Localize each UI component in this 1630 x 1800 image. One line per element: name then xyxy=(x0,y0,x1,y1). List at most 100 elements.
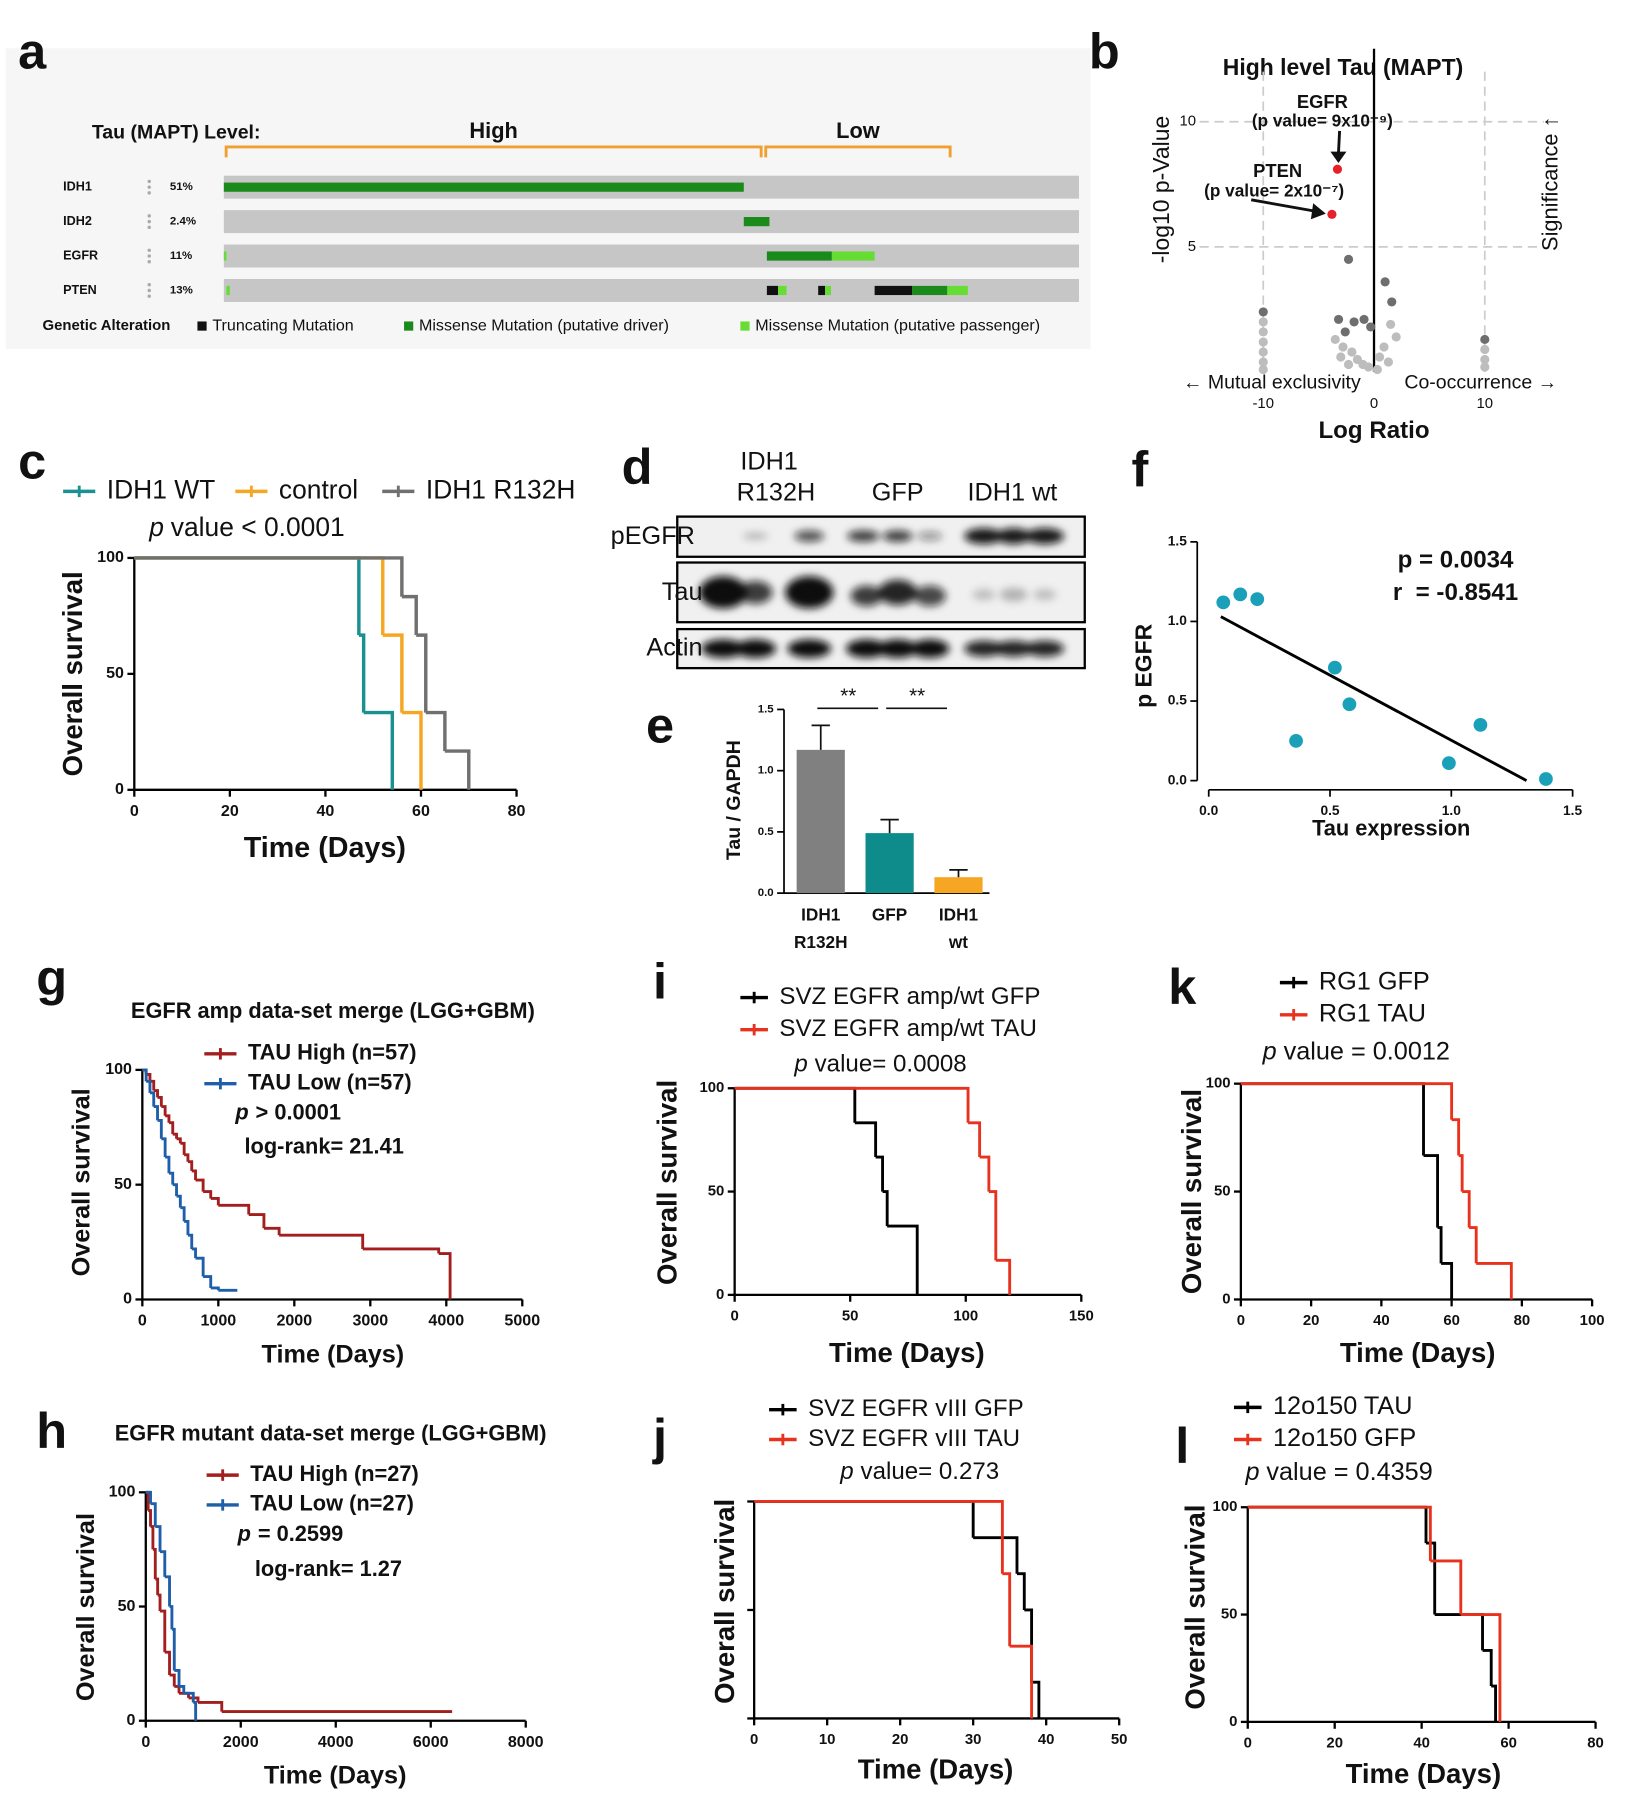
stat-symbol: p xyxy=(1262,1037,1277,1065)
y-tick-label: 5 xyxy=(1188,238,1196,255)
point xyxy=(1374,352,1385,362)
stat-symbol: p xyxy=(234,1099,248,1124)
y-tick-label: 0 xyxy=(1229,1713,1237,1730)
survival-step xyxy=(198,1701,224,1712)
y-tick-label: 10 xyxy=(1180,113,1197,130)
survival-step xyxy=(172,1132,178,1139)
x-tick-label: 1000 xyxy=(200,1312,236,1330)
x-axis-label: Log Ratio xyxy=(1318,417,1429,444)
survival-step xyxy=(887,1224,919,1295)
x-tick-label: 40 xyxy=(1038,1731,1055,1748)
legend-label: TAU Low (n=57) xyxy=(248,1069,412,1094)
legend-label: TAU High (n=57) xyxy=(248,1040,417,1065)
y-tick-label: 0.0 xyxy=(758,887,774,899)
legend-label: SVZ EGFR amp/wt GFP xyxy=(779,983,1040,1010)
survival-step xyxy=(161,1137,167,1158)
stat-text: p > 0.0001 xyxy=(234,1099,341,1124)
annotation: p = 0.0034 xyxy=(1398,547,1514,574)
y-axis-label: -log10 p-Value xyxy=(1148,116,1174,264)
x-tick-label: 5000 xyxy=(504,1312,540,1330)
y-axis-label: Overall survival xyxy=(651,1080,682,1285)
stat-value: = 0.2599 xyxy=(258,1521,343,1546)
x-tick-label: -10 xyxy=(1252,395,1274,412)
panel-letter: k xyxy=(1168,958,1197,1015)
y-axis-label: Overall survival xyxy=(709,1499,740,1704)
survival-step xyxy=(973,1536,1019,1574)
alteration xyxy=(912,285,948,296)
survival-step xyxy=(1031,1680,1041,1719)
row-track xyxy=(223,278,1080,302)
y-tick-label: 100 xyxy=(1213,1498,1238,1515)
row-label: Actin xyxy=(646,633,702,661)
y-axis-label: p EGFR xyxy=(1131,623,1157,708)
point xyxy=(1327,209,1337,219)
survival-step xyxy=(172,1183,178,1197)
survival-step xyxy=(149,1091,156,1107)
alteration xyxy=(743,217,770,227)
y-tick-label: 100 xyxy=(699,1079,724,1096)
x-tick-label: 6000 xyxy=(413,1733,449,1751)
survival-step xyxy=(153,1105,159,1121)
stat-symbol: p xyxy=(839,1458,853,1485)
point xyxy=(1480,344,1490,355)
row-dots xyxy=(147,179,151,184)
alteration xyxy=(831,251,875,261)
x-axis-label: Time (Days) xyxy=(244,832,406,864)
survival-step xyxy=(362,1247,441,1254)
point xyxy=(1347,347,1357,357)
x-axis-label: Time (Days) xyxy=(264,1762,407,1790)
point xyxy=(1258,317,1268,327)
survival-step xyxy=(416,633,428,713)
x-tick-label: 0 xyxy=(1370,395,1378,412)
stat-value: value = 0.0012 xyxy=(1284,1037,1450,1065)
survival-step xyxy=(854,1121,878,1158)
x-tick-label: GFP xyxy=(872,905,907,925)
survival-step xyxy=(248,1213,266,1229)
point xyxy=(1343,359,1354,370)
stat-text: p value= 0.273 xyxy=(839,1458,999,1485)
alteration xyxy=(226,285,230,296)
annotation: (p value= 9x10⁻⁹) xyxy=(1252,110,1393,130)
row-dots xyxy=(147,248,151,253)
survival-step xyxy=(1437,1226,1443,1264)
alteration xyxy=(766,285,778,296)
x-tick-label: 0 xyxy=(1237,1312,1245,1329)
point xyxy=(1338,342,1348,352)
x-tick-label: 2000 xyxy=(276,1312,312,1330)
point xyxy=(1372,364,1382,375)
legend-label: IDH1 WT xyxy=(107,474,216,504)
y-tick-label: 0 xyxy=(716,1286,724,1303)
stat-symbol: p xyxy=(1244,1457,1259,1485)
y-tick-label: 100 xyxy=(109,1483,136,1501)
x-tick-label: 60 xyxy=(412,802,430,820)
group-label: High xyxy=(469,118,517,143)
point xyxy=(1441,756,1456,770)
survival-step xyxy=(145,1490,152,1504)
legend-swatch xyxy=(740,321,750,331)
stat-value: value = 0.4359 xyxy=(1266,1457,1432,1485)
annotation: (p value= 2x10⁻⁷) xyxy=(1204,180,1344,200)
x-tick-label: 50 xyxy=(842,1308,859,1325)
survival-step xyxy=(157,1096,163,1107)
y-tick-label: 50 xyxy=(708,1183,725,1200)
panel-letter: i xyxy=(653,952,667,1009)
x-tick-label: 80 xyxy=(1514,1312,1531,1329)
survival-step xyxy=(195,1178,205,1192)
y-tick-label: 100 xyxy=(105,1060,132,1078)
survival-step xyxy=(358,633,366,713)
bar xyxy=(796,749,845,894)
y-tick-label: 100 xyxy=(97,548,124,566)
survival-step xyxy=(210,1197,220,1206)
row-dots xyxy=(147,191,151,195)
survival-step xyxy=(174,1669,181,1687)
point xyxy=(1258,357,1268,367)
survival-step xyxy=(734,1086,970,1123)
lane-label: R132H xyxy=(737,478,816,506)
survival-step xyxy=(1423,1154,1440,1228)
point xyxy=(1233,587,1248,602)
x-tick-label: 0 xyxy=(141,1733,150,1751)
survival-step xyxy=(1469,1226,1478,1264)
legend-label: TAU High (n=27) xyxy=(250,1461,419,1486)
stat-value: value < 0.0001 xyxy=(171,512,345,542)
